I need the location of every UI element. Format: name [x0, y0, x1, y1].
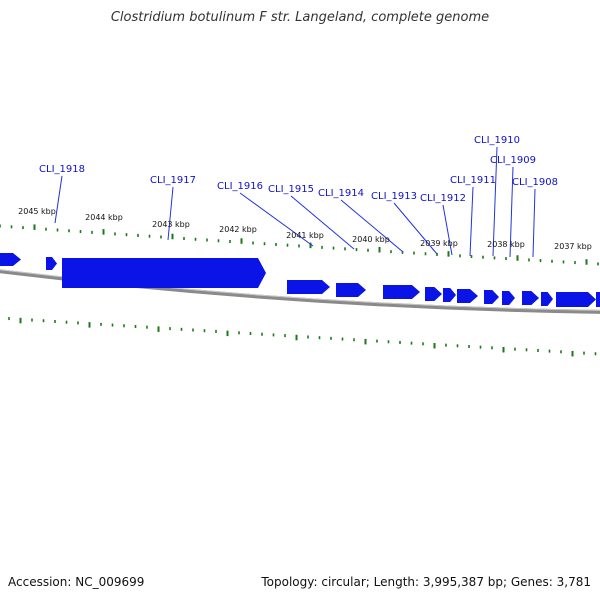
- kbp-label: 2043 kbp: [152, 220, 190, 229]
- gene-label: CLI_1908: [512, 177, 558, 188]
- gene-label: CLI_1915: [268, 184, 314, 195]
- gene-label: CLI_1918: [39, 164, 85, 175]
- gene-label-leader-line: [54, 175, 63, 224]
- genome-title: Clostridium botulinum F str. Langeland, …: [110, 10, 490, 25]
- gene-label-leader-line: [290, 195, 355, 250]
- kbp-label: 2041 kbp: [286, 231, 324, 240]
- kbp-scale-labels: 2045 kbp 2044 kbp 2043 kbp 2042 kbp 2041 kbp…: [18, 207, 592, 251]
- gene-label-leader-line: [442, 204, 453, 256]
- accession-label: Accession: NC_009699: [8, 575, 145, 589]
- gene-label-leader-line: [239, 192, 314, 247]
- kbp-label: 2042 kbp: [219, 225, 257, 234]
- gene-label: CLI_1909: [490, 155, 536, 166]
- gene-arrow: [541, 292, 553, 306]
- gene-arrow: [457, 289, 478, 303]
- gene-arrow: [522, 291, 539, 305]
- gene-label: CLI_1913: [371, 191, 417, 202]
- genome-summary-label: Topology: circular; Length: 3,995,387 bp…: [261, 575, 591, 589]
- kbp-label: 2037 kbp: [554, 242, 592, 251]
- gene-arrow: [383, 285, 420, 299]
- gene-arrow: [287, 280, 330, 294]
- gene-label-leader-line: [509, 166, 514, 258]
- gene-track: [0, 253, 600, 307]
- gene-labels: CLI_1918 CLI_1917 CLI_1916 CLI_1915 CLI_1914…: [39, 135, 558, 204]
- gene-label-leader-line: [469, 186, 474, 257]
- kbp-label: 2045 kbp: [18, 207, 56, 216]
- kbp-label: 2040 kbp: [352, 235, 390, 244]
- gene-arrow: [425, 287, 442, 301]
- gene-label-leader-line: [340, 199, 404, 253]
- kbp-label: 2039 kbp: [420, 239, 458, 248]
- gene-label-leader-line: [532, 188, 536, 258]
- inner-tick-track: [8, 317, 597, 357]
- gene-arrow: [336, 283, 366, 297]
- gene-label: CLI_1916: [217, 181, 263, 192]
- gene-arrow: [46, 257, 57, 270]
- gene-arrow: [0, 253, 21, 266]
- gene-label-leader-line: [167, 186, 174, 241]
- gene-label-leader-line: [492, 146, 498, 257]
- gene-arrow: [484, 290, 499, 304]
- gene-arrow: [556, 292, 596, 307]
- gene-arrow: [62, 258, 266, 288]
- gene-label: CLI_1914: [318, 188, 364, 199]
- gene-label: CLI_1917: [150, 175, 196, 186]
- kbp-label: 2044 kbp: [85, 213, 123, 222]
- gene-label: CLI_1911: [450, 175, 496, 186]
- kbp-label: 2038 kbp: [487, 240, 525, 249]
- gene-arrow: [596, 292, 600, 307]
- gene-label: CLI_1910: [474, 135, 520, 146]
- gene-label-lines: [54, 146, 536, 258]
- gene-label: CLI_1912: [420, 193, 466, 204]
- gene-arrow: [502, 291, 515, 305]
- gene-label-leader-line: [393, 202, 438, 255]
- gene-arrow: [443, 288, 456, 302]
